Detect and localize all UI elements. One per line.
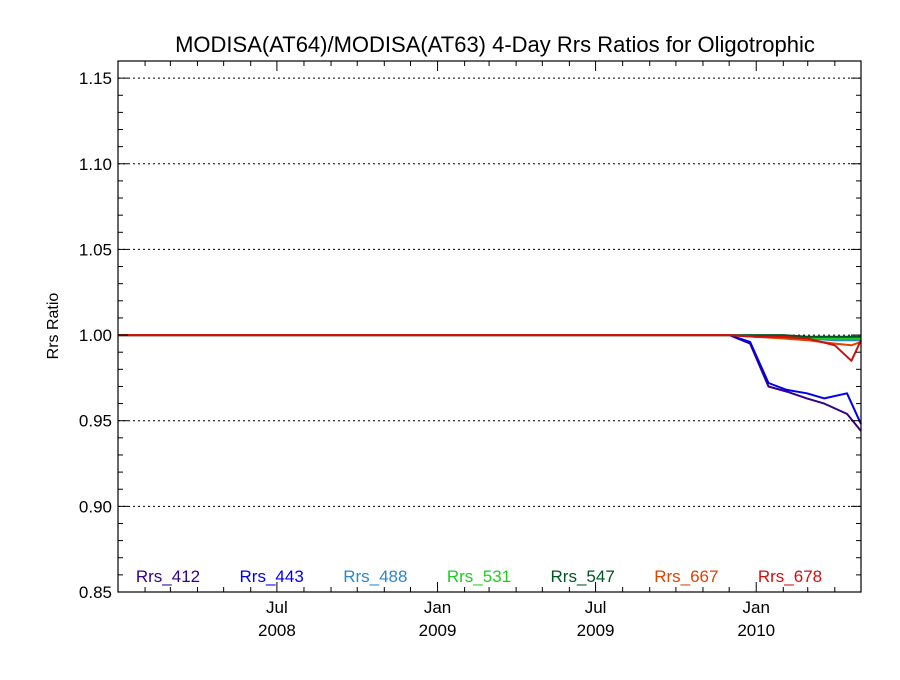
y-tick-label: 1.15 — [79, 69, 112, 88]
axis-ticks — [118, 60, 862, 593]
y-axis-label: Rrs Ratio — [45, 293, 62, 360]
series-line-rrs-412 — [118, 334, 862, 432]
x-tick-label-year: 2009 — [419, 621, 457, 640]
chart-title: MODISA(AT64)/MODISA(AT63) 4-Day Rrs Rati… — [175, 32, 815, 57]
x-tick-labels: Jul 2008 Jan 2009 Jul 2009 Jan 2010 — [258, 598, 775, 640]
y-tick-labels: 0.85 0.90 0.95 1.00 1.05 1.10 1.15 — [79, 69, 112, 602]
legend: Rrs_412 Rrs_443 Rrs_488 Rrs_531 Rrs_547 Rrs_6… — [136, 567, 822, 586]
legend-label-rrs-678: Rrs_678 — [758, 567, 822, 586]
y-tick-label: 1.05 — [79, 240, 112, 259]
legend-label-rrs-412: Rrs_412 — [136, 567, 200, 586]
grid-lines — [118, 77, 861, 507]
y-tick-label: 0.85 — [79, 583, 112, 602]
x-tick-label-month: Jul — [266, 598, 288, 617]
y-tick-label: 1.10 — [79, 155, 112, 174]
series-lines — [118, 334, 862, 432]
legend-label-rrs-667: Rrs_667 — [654, 567, 718, 586]
series-line-rrs-443 — [118, 334, 862, 425]
plot-frame — [117, 60, 862, 593]
x-tick-label-month: Jan — [743, 598, 770, 617]
series-line-rrs-678 — [118, 334, 862, 362]
x-tick-label-year: 2009 — [577, 621, 615, 640]
y-tick-label: 1.00 — [79, 326, 112, 345]
legend-label-rrs-531: Rrs_531 — [447, 567, 511, 586]
x-tick-label-year: 2010 — [737, 621, 775, 640]
legend-label-rrs-443: Rrs_443 — [240, 567, 304, 586]
legend-label-rrs-547: Rrs_547 — [551, 567, 615, 586]
legend-label-rrs-488: Rrs_488 — [343, 567, 407, 586]
y-tick-label: 0.95 — [79, 412, 112, 431]
x-tick-label-month: Jan — [424, 598, 451, 617]
x-tick-label-year: 2008 — [258, 621, 296, 640]
x-tick-label-month: Jul — [585, 598, 607, 617]
y-tick-label: 0.90 — [79, 497, 112, 516]
